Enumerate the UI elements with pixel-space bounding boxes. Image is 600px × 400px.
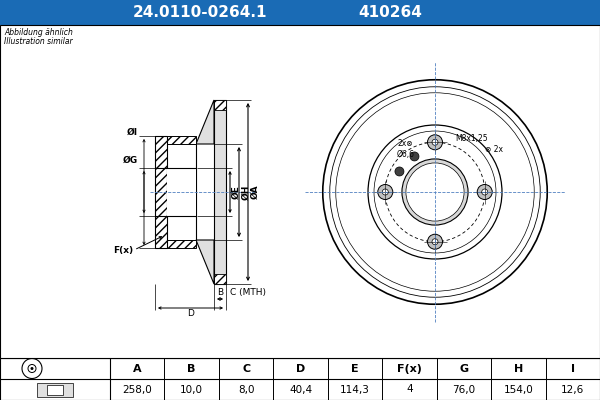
- Text: 24.0110-0264.1: 24.0110-0264.1: [133, 5, 267, 20]
- Text: B: B: [187, 364, 196, 374]
- Bar: [47, 384, 63, 394]
- Text: ØH: ØH: [242, 184, 251, 200]
- Text: ⊗ 2x: ⊗ 2x: [485, 146, 503, 154]
- Bar: [37, 382, 73, 396]
- Bar: [214, 100, 226, 284]
- Polygon shape: [196, 240, 214, 284]
- Circle shape: [427, 234, 443, 249]
- Text: 8,0: 8,0: [238, 384, 254, 394]
- Circle shape: [477, 184, 492, 200]
- Circle shape: [482, 189, 488, 195]
- Circle shape: [410, 152, 419, 161]
- Bar: [0, 25, 600, 358]
- Text: F(x): F(x): [397, 364, 422, 374]
- Text: G: G: [460, 364, 469, 374]
- Text: E: E: [351, 364, 359, 374]
- Text: D: D: [187, 309, 194, 318]
- Text: I: I: [571, 364, 575, 374]
- Text: ØG: ØG: [123, 156, 138, 164]
- Circle shape: [406, 163, 464, 221]
- Text: 40,4: 40,4: [289, 384, 312, 394]
- Text: 4: 4: [406, 384, 413, 394]
- Text: 114,3: 114,3: [340, 384, 370, 394]
- Text: 258,0: 258,0: [122, 384, 152, 394]
- Bar: [0, 0, 600, 25]
- Text: ØA: ØA: [251, 185, 260, 199]
- Circle shape: [395, 167, 404, 176]
- Text: 10,0: 10,0: [180, 384, 203, 394]
- Circle shape: [427, 135, 443, 150]
- Text: 154,0: 154,0: [503, 384, 533, 394]
- Text: Abbildung ähnlich: Abbildung ähnlich: [4, 28, 73, 37]
- Text: ØI: ØI: [127, 128, 138, 136]
- Text: 12,6: 12,6: [561, 384, 584, 394]
- Circle shape: [432, 239, 438, 245]
- Text: F(x): F(x): [113, 246, 133, 254]
- Text: M8x1,25: M8x1,25: [455, 134, 488, 142]
- Text: Ø6,6: Ø6,6: [397, 150, 415, 158]
- Polygon shape: [196, 100, 214, 144]
- Circle shape: [402, 159, 468, 225]
- Circle shape: [382, 189, 388, 195]
- Text: H: H: [514, 364, 523, 374]
- Circle shape: [378, 184, 393, 200]
- Text: 2x⊗: 2x⊗: [397, 140, 413, 148]
- Bar: [167, 168, 196, 216]
- Bar: [155, 136, 196, 144]
- Text: C: C: [242, 364, 250, 374]
- Bar: [214, 274, 226, 284]
- Text: B: B: [217, 288, 223, 297]
- Text: 410264: 410264: [358, 5, 422, 20]
- Text: 76,0: 76,0: [452, 384, 475, 394]
- Text: D: D: [296, 364, 305, 374]
- Bar: [214, 100, 226, 110]
- Bar: [155, 136, 167, 248]
- Bar: [0, 358, 600, 400]
- Bar: [155, 240, 196, 248]
- Circle shape: [31, 367, 34, 370]
- Text: A: A: [133, 364, 142, 374]
- Circle shape: [432, 139, 438, 145]
- Text: Illustration similar: Illustration similar: [4, 37, 73, 46]
- Text: C (MTH): C (MTH): [230, 288, 266, 297]
- Text: ØE: ØE: [232, 185, 241, 199]
